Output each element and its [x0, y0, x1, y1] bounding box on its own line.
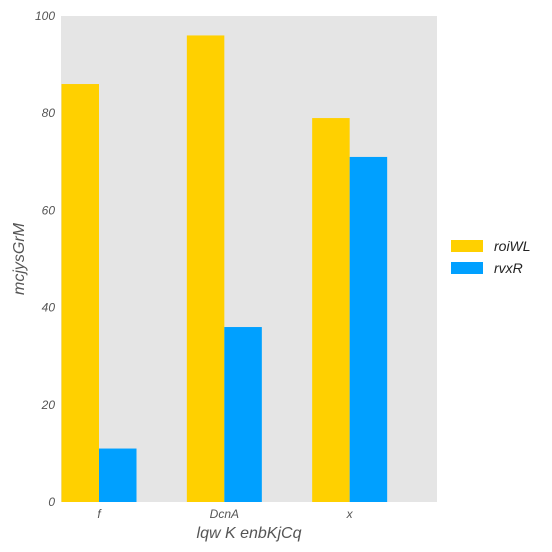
- y-tick-label: 100: [35, 9, 55, 23]
- bar-rvxR-DcnA: [224, 327, 262, 502]
- legend-swatch-roiWL: [451, 240, 483, 252]
- y-tick-label: 40: [42, 301, 56, 315]
- x-tick-label: DcnA: [210, 507, 239, 521]
- y-tick-label: 60: [42, 203, 56, 217]
- legend-label-roiWL: roiWL: [494, 238, 531, 254]
- bar-roiWL-DcnA: [187, 35, 225, 502]
- y-tick-label: 80: [42, 106, 56, 120]
- y-tick-label: 20: [41, 398, 56, 412]
- y-axis-ticks: 0 20 40 60 80 100: [35, 9, 55, 509]
- x-tick-label: x: [346, 507, 354, 521]
- bar-roiWL-f: [62, 84, 100, 502]
- y-axis-title: mcjysGrM: [11, 222, 28, 295]
- legend: roiWL rvxR: [451, 238, 531, 276]
- legend-swatch-rvxR: [451, 262, 483, 274]
- legend-label-rvxR: rvxR: [494, 260, 523, 276]
- bar-rvxR-x: [350, 157, 388, 502]
- x-axis-ticks: f DcnA x: [97, 507, 353, 521]
- y-tick-label: 0: [48, 495, 55, 509]
- bar-roiWL-x: [312, 118, 350, 502]
- x-tick-label: f: [97, 507, 102, 521]
- x-axis-title: lqw K enbKjCq: [197, 525, 302, 542]
- bar-rvxR-f: [99, 449, 137, 502]
